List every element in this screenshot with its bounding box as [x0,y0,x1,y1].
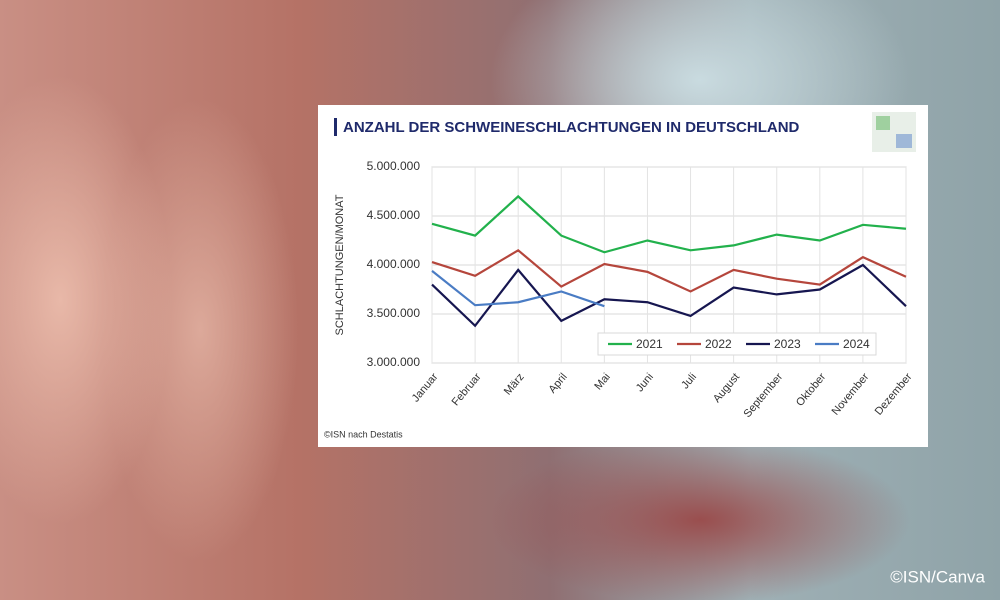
logo [872,112,916,152]
series-line [431,248,907,293]
y-tick-label: 4.500.000 [367,208,421,222]
y-tick-label: 3.000.000 [367,355,421,369]
credit: ©ISN/Canva [890,567,985,586]
legend-label: 2023 [774,337,801,351]
legend-box [597,332,877,356]
y-axis-label: SCHLACHTUNGEN/MONAT [334,194,346,335]
series-line [431,263,907,328]
legend-label: 2022 [705,337,732,351]
legend-label: 2021 [636,337,663,351]
chart-title: ANZAHL DER SCHWEINESCHLACHTUNGEN IN DEUT… [343,119,800,136]
legend-label: 2024 [843,337,870,351]
chart-panel [318,105,928,447]
y-tick-label: 4.000.000 [367,257,421,271]
source: ©ISN nach Destatis [324,429,403,439]
series-line [431,194,907,254]
y-tick-label: 3.500.000 [367,306,421,320]
y-tick-label: 5.000.000 [367,159,421,173]
series-line [431,270,605,308]
title-bar [334,118,337,136]
